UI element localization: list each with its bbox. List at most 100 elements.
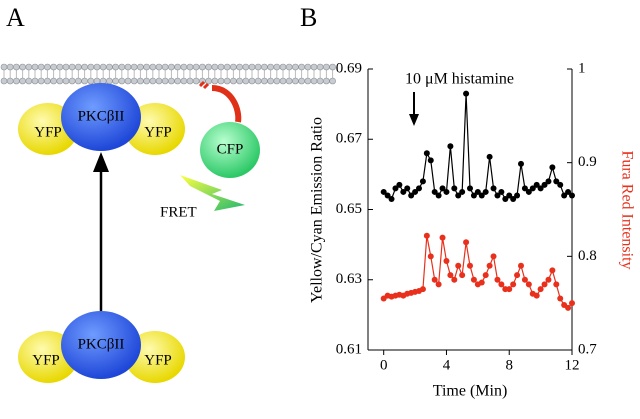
lipid-head bbox=[261, 77, 268, 85]
lipid-head bbox=[106, 77, 113, 85]
x-tick-label: 12 bbox=[565, 357, 580, 373]
lipid-head bbox=[329, 63, 336, 71]
point bbox=[463, 90, 470, 97]
lipid-head bbox=[50, 77, 57, 85]
lipid-head bbox=[37, 77, 45, 85]
point bbox=[494, 276, 501, 283]
point bbox=[525, 188, 532, 195]
x-tick-label: 8 bbox=[505, 357, 513, 373]
lipid-head bbox=[68, 63, 76, 71]
lipid-head bbox=[217, 63, 225, 71]
lipid-head bbox=[81, 63, 88, 71]
anchor bbox=[211, 85, 242, 123]
arrowhead bbox=[93, 152, 109, 172]
lipid-head bbox=[56, 77, 64, 85]
point bbox=[392, 185, 399, 192]
point bbox=[384, 192, 391, 199]
lipid-head bbox=[279, 63, 287, 71]
point bbox=[537, 286, 544, 293]
lipid-head bbox=[137, 77, 144, 85]
panel-label: B bbox=[300, 3, 317, 32]
lipid-head bbox=[186, 77, 194, 85]
pkc bbox=[61, 83, 141, 151]
lipid-head bbox=[292, 77, 299, 85]
point bbox=[521, 276, 528, 283]
lipid-head bbox=[230, 63, 237, 71]
point bbox=[533, 292, 540, 299]
lipid-head bbox=[223, 63, 231, 71]
point bbox=[529, 185, 536, 192]
lipid-head bbox=[0, 63, 8, 71]
point bbox=[541, 281, 548, 288]
lipid-head bbox=[254, 63, 262, 71]
point bbox=[443, 258, 450, 265]
point bbox=[557, 181, 564, 188]
y-tick-label: 0.63 bbox=[336, 271, 362, 287]
lipid-head bbox=[19, 77, 26, 85]
lipid-head bbox=[0, 77, 8, 85]
point bbox=[470, 192, 477, 199]
point bbox=[565, 304, 572, 311]
point bbox=[510, 281, 517, 288]
point bbox=[549, 267, 556, 274]
membrane bbox=[0, 63, 336, 85]
point bbox=[467, 262, 473, 269]
point bbox=[478, 279, 485, 286]
cfp bbox=[200, 122, 260, 178]
fret-bolt bbox=[180, 175, 245, 211]
y-tick-label: 0.67 bbox=[336, 131, 363, 147]
lipid-head bbox=[161, 63, 169, 71]
lipid-head bbox=[99, 63, 107, 71]
lipid-head bbox=[211, 63, 219, 71]
pkc-label: PKCβII bbox=[78, 336, 125, 352]
lipid-head bbox=[310, 77, 318, 85]
pkc-label: PKCβII bbox=[78, 108, 125, 124]
yfp-label: YFP bbox=[32, 352, 60, 368]
lipid-head bbox=[298, 63, 305, 71]
point bbox=[388, 195, 395, 202]
lipid-head bbox=[155, 63, 163, 71]
point bbox=[553, 281, 560, 288]
lipid-head bbox=[149, 77, 157, 85]
point bbox=[419, 178, 426, 185]
fret-label: FRET bbox=[160, 204, 197, 220]
lipid-head bbox=[242, 77, 250, 85]
point bbox=[506, 192, 513, 199]
lipid-head bbox=[254, 77, 262, 85]
lipid-head bbox=[56, 63, 64, 71]
annotation-arrowhead bbox=[409, 114, 419, 126]
point bbox=[451, 185, 458, 192]
lipid-head bbox=[62, 63, 70, 71]
lipid-head bbox=[143, 77, 150, 85]
lipid-head bbox=[174, 77, 181, 85]
point bbox=[549, 164, 556, 171]
point bbox=[427, 157, 434, 164]
point bbox=[569, 300, 575, 307]
point bbox=[565, 188, 572, 195]
point bbox=[510, 195, 517, 202]
lipid-head bbox=[236, 77, 243, 85]
point bbox=[447, 143, 454, 150]
lipid-head bbox=[37, 63, 45, 71]
point bbox=[408, 192, 415, 199]
lipid-head bbox=[118, 77, 126, 85]
lipid-head bbox=[75, 77, 82, 85]
lipid-head bbox=[161, 77, 169, 85]
point bbox=[416, 185, 422, 192]
lipid-head bbox=[298, 77, 305, 85]
point bbox=[447, 272, 454, 279]
lipid-head bbox=[124, 77, 132, 85]
lipid-head bbox=[68, 77, 76, 85]
point bbox=[467, 185, 473, 192]
point bbox=[533, 181, 540, 188]
y-tick-label: 0.61 bbox=[336, 341, 362, 357]
point bbox=[435, 192, 442, 199]
lipid-head bbox=[87, 63, 95, 71]
lipid-head bbox=[118, 63, 126, 71]
point bbox=[478, 192, 485, 199]
lipid-head bbox=[242, 63, 250, 71]
lipid-head bbox=[316, 63, 324, 71]
point bbox=[431, 276, 438, 283]
lipid-head bbox=[205, 63, 212, 71]
point bbox=[412, 188, 419, 195]
